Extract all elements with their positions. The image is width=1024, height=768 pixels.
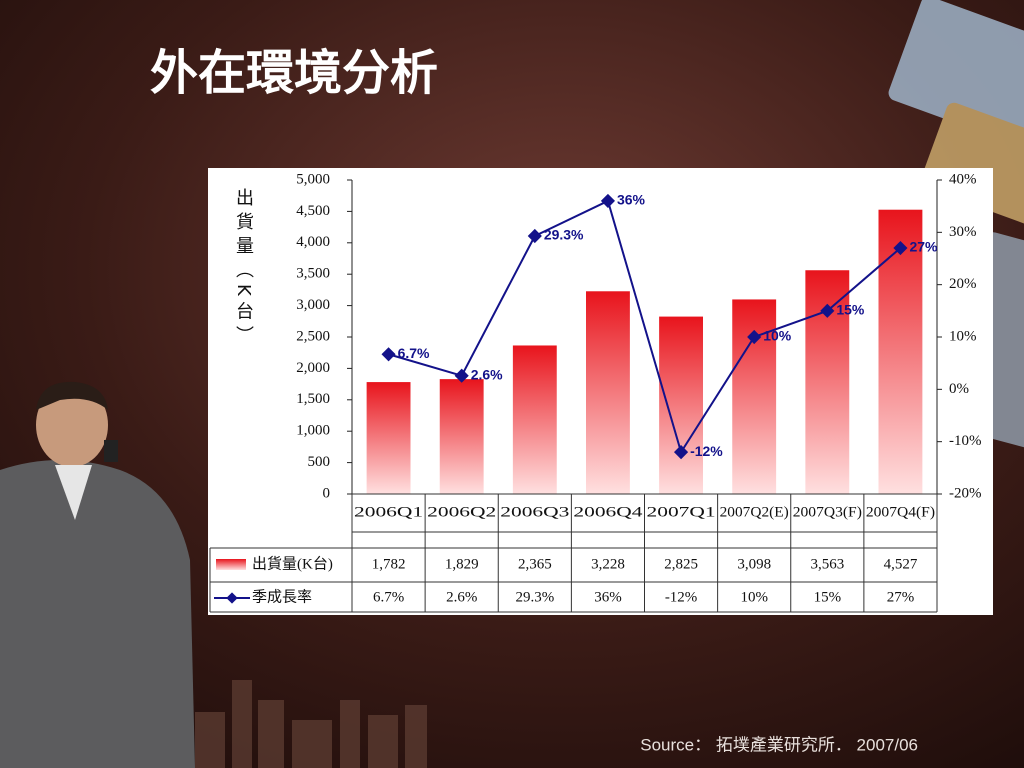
x-tick-label: 2006Q1 <box>354 504 423 520</box>
y-tick-label: 1,500 <box>296 391 330 407</box>
table-cell: 10% <box>740 589 768 605</box>
point-label: 29.3% <box>544 227 584 243</box>
point-label: 2.6% <box>471 366 503 382</box>
line-point <box>893 240 908 256</box>
y-tick-label: 2,000 <box>296 360 330 376</box>
table-cell: 2.6% <box>446 589 477 605</box>
y2-tick-label: 20% <box>949 276 977 292</box>
legend-swatch <box>226 592 238 604</box>
person-decoration <box>0 381 195 768</box>
line-point <box>381 347 396 362</box>
y-axis-label: 出貨量（K台） <box>233 188 254 350</box>
line-point <box>747 329 762 345</box>
point-label: 27% <box>909 239 938 255</box>
legend-swatch <box>216 559 246 570</box>
point-label: 15% <box>836 302 865 318</box>
table-cell: 3,098 <box>737 556 771 572</box>
source-note: Source： 拓墣產業研究所． 2007/06 <box>640 735 918 754</box>
chart: 0 500 1,000 1,500 2,000 2,500 3,000 3,500 4,000 4… <box>209 171 982 613</box>
y2-tick-label: -20% <box>949 485 982 501</box>
y-tick-label: 3,000 <box>296 297 330 313</box>
bar <box>366 382 411 494</box>
y-tick-label: 0 <box>323 485 331 501</box>
bar <box>878 209 923 494</box>
table-cell: 3,228 <box>591 556 625 572</box>
point-label: -12% <box>690 443 723 459</box>
table-cell: 2,825 <box>664 556 698 572</box>
slide-title: 外在環境分析 <box>150 45 438 101</box>
line-point <box>673 445 689 460</box>
y-tick-label: 4,500 <box>296 203 330 219</box>
table-cell: 27% <box>887 589 915 605</box>
table-cell: 29.3% <box>515 589 554 605</box>
y-tick-label: 3,500 <box>296 266 330 282</box>
bar <box>512 345 557 494</box>
table-cell: -12% <box>665 589 698 605</box>
x-tick-label: 2006Q3 <box>500 504 569 520</box>
x-tick-label: 2007Q2(E) <box>720 504 789 520</box>
skyline-decoration <box>140 680 427 768</box>
y-tick-label: 4,000 <box>296 234 330 250</box>
line-point <box>527 228 542 244</box>
y-tick-label: 5,000 <box>296 171 330 187</box>
y-tick-label: 1,000 <box>296 423 330 439</box>
x-tick-label: 2006Q2 <box>427 504 496 520</box>
table-cell: 2,365 <box>518 556 552 572</box>
point-label: 6.7% <box>398 345 430 361</box>
line-point <box>600 193 616 209</box>
table-cell: 15% <box>814 589 842 605</box>
line <box>388 199 902 455</box>
x-tick-label: 2007Q3(F) <box>793 504 862 520</box>
line-point <box>454 368 469 383</box>
y2-tick-label: 0% <box>949 381 969 397</box>
table-cell: 1,829 <box>445 556 479 572</box>
x-tick-label: 2007Q1 <box>647 504 716 520</box>
point-label: 36% <box>617 192 646 208</box>
table-cell: 4,527 <box>884 556 918 572</box>
y-tick-label: 2,500 <box>296 328 330 344</box>
bar <box>659 316 703 494</box>
table-cell: 36% <box>594 589 622 605</box>
x-tick-label: 2006Q4 <box>573 504 643 520</box>
line-point <box>820 303 835 318</box>
bar <box>586 291 630 494</box>
legend-label: 季成長率 <box>252 588 312 605</box>
y2-tick-label: 30% <box>949 224 977 240</box>
y2-tick-label: 10% <box>949 328 977 344</box>
bar <box>439 379 484 494</box>
table-cell: 1,782 <box>372 556 406 572</box>
y2-tick-label: 40% <box>949 171 977 187</box>
legend-label: 出貨量(K台) <box>252 555 333 572</box>
y-tick-label: 500 <box>308 454 331 470</box>
table-cell: 3,563 <box>810 556 844 572</box>
x-tick-label: 2007Q4(F) <box>866 504 935 520</box>
point-label: 10% <box>763 328 792 344</box>
y2-tick-label: -10% <box>949 433 982 449</box>
table-cell: 6.7% <box>373 589 404 605</box>
